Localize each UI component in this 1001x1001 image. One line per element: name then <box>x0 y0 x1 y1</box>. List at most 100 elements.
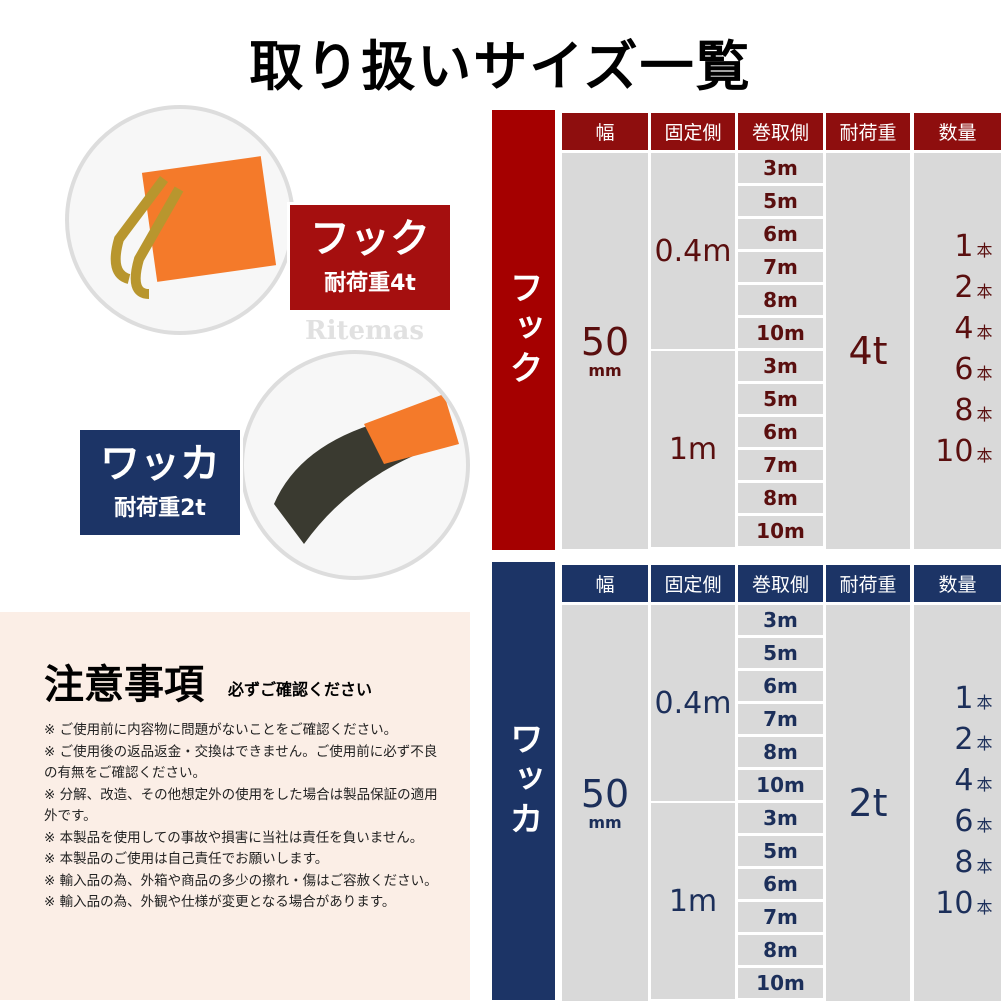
quantity-value: 2 <box>954 722 974 757</box>
notes-list: ※ ご使用前に内容物に問題がないことをご確認ください。 ※ ご使用後の返品返金・交… <box>44 720 439 914</box>
column-header: 巻取側 <box>738 113 823 150</box>
winding-length-cell: 10m <box>738 318 823 348</box>
fixed-side-cell: 1m <box>651 351 735 547</box>
winding-length-cell: 7m <box>738 704 823 734</box>
column-header: 数量 <box>914 565 1001 602</box>
quantity-unit: 本 <box>976 857 993 876</box>
winding-length-cell: 5m <box>738 836 823 866</box>
column-header: 耐荷重 <box>826 565 910 602</box>
hook-product-image <box>65 105 295 335</box>
hook-label: フック 耐荷重4t <box>290 205 450 310</box>
width-value: 50 <box>580 771 630 816</box>
wakka-name: ワッカ <box>100 441 220 487</box>
winding-length-cell: 8m <box>738 285 823 315</box>
winding-length-cell: 6m <box>738 417 823 447</box>
quantity-unit: 本 <box>976 775 993 794</box>
hook-illustration <box>110 156 277 299</box>
wakka-load: 耐荷重2t <box>114 496 206 521</box>
winding-length-cell: 5m <box>738 186 823 216</box>
note-item: ※ ご使用後の返品返金・交換はできません。ご使用前に必ず不良の有無をご確認くださ… <box>44 743 438 782</box>
winding-length-cell: 5m <box>738 384 823 414</box>
quantity-value: 6 <box>954 804 974 839</box>
quantity-value: 8 <box>954 393 974 428</box>
wakka-illustration <box>274 394 459 544</box>
quantity-value: 10 <box>935 434 974 469</box>
fixed-side-cell: 1m <box>651 803 735 999</box>
winding-length-cell: 7m <box>738 252 823 282</box>
width-unit: mm <box>588 812 622 832</box>
winding-length-cell: 7m <box>738 450 823 480</box>
notes-panel: 注意事項 必ずご確認ください ※ ご使用前に内容物に問題がないことをご確認くださ… <box>0 612 470 1000</box>
quantity-cell: 1 本 2 本 4 本 6 本 8 本 10 本 <box>914 153 1001 549</box>
quantity-unit: 本 <box>976 693 993 712</box>
hook-name: フック <box>310 216 430 262</box>
winding-length-cell: 6m <box>738 219 823 249</box>
quantity-value: 10 <box>935 886 974 921</box>
winding-length-cell: 8m <box>738 935 823 965</box>
note-item: ※ 輸入品の為、外箱や商品の多少の擦れ・傷はご容赦ください。 <box>44 872 438 889</box>
width-value: 50 <box>580 319 630 364</box>
column-header: 幅 <box>562 565 648 602</box>
quantity-unit: 本 <box>976 446 993 465</box>
load-cell: 2t <box>826 605 910 1001</box>
quantity-unit: 本 <box>976 405 993 424</box>
hook-load: 耐荷重4t <box>324 271 416 296</box>
quantity-cell: 1 本 2 本 4 本 6 本 8 本 10 本 <box>914 605 1001 1001</box>
wakka-product-image <box>240 350 470 580</box>
winding-length-cell: 8m <box>738 737 823 767</box>
fixed-side-cell: 0.4m <box>651 605 735 801</box>
product-type-label: ワッカ <box>492 562 555 1000</box>
quantity-value: 6 <box>954 352 974 387</box>
winding-length-cell: 3m <box>738 605 823 635</box>
winding-length-cell: 8m <box>738 483 823 513</box>
winding-length-cell: 7m <box>738 902 823 932</box>
winding-length-cell: 5m <box>738 638 823 668</box>
winding-length-cell: 3m <box>738 153 823 183</box>
quantity-value: 4 <box>954 763 974 798</box>
note-item: ※ 分解、改造、その他想定外の使用をした場合は製品保証の適用外です。 <box>44 786 438 825</box>
quantity-unit: 本 <box>976 734 993 753</box>
page-title: 取り扱いサイズ一覧 <box>249 35 752 98</box>
quantity-unit: 本 <box>976 898 993 917</box>
note-item: ※ ご使用前に内容物に問題がないことをご確認ください。 <box>44 722 398 738</box>
width-cell: 50 mm <box>562 605 648 1001</box>
width-unit: mm <box>588 360 622 380</box>
quantity-value: 1 <box>954 229 974 264</box>
column-header: 固定側 <box>651 113 735 150</box>
quantity-unit: 本 <box>976 323 993 342</box>
note-item: ※ 輸入品の為、外観や仕様が変更となる場合があります。 <box>44 894 396 910</box>
quantity-value: 1 <box>954 681 974 716</box>
column-header: 幅 <box>562 113 648 150</box>
quantity-unit: 本 <box>976 282 993 301</box>
notes-title: 注意事項 <box>44 662 204 708</box>
winding-length-cell: 3m <box>738 351 823 381</box>
quantity-unit: 本 <box>976 241 993 260</box>
product-type-label: フック <box>492 110 555 550</box>
column-header: 固定側 <box>651 565 735 602</box>
winding-length-cell: 3m <box>738 803 823 833</box>
load-cell: 4t <box>826 153 910 549</box>
quantity-unit: 本 <box>976 364 993 383</box>
quantity-row: 10 本 <box>923 885 993 926</box>
quantity-row: 10 本 <box>923 433 993 474</box>
notes-subtitle: 必ずご確認ください <box>228 680 373 699</box>
column-header: 巻取側 <box>738 565 823 602</box>
column-header: 耐荷重 <box>826 113 910 150</box>
winding-length-cell: 6m <box>738 671 823 701</box>
wakka-size-table: ワッカ幅固定側 巻取側 耐荷重 数量 50 mm 0.4m 1m 3m 5m 6m 7m 8m 10m 3m… <box>492 562 1001 1001</box>
winding-length-cell: 10m <box>738 770 823 800</box>
wakka-label: ワッカ 耐荷重2t <box>80 430 240 535</box>
quantity-value: 2 <box>954 270 974 305</box>
quantity-unit: 本 <box>976 816 993 835</box>
quantity-value: 4 <box>954 311 974 346</box>
